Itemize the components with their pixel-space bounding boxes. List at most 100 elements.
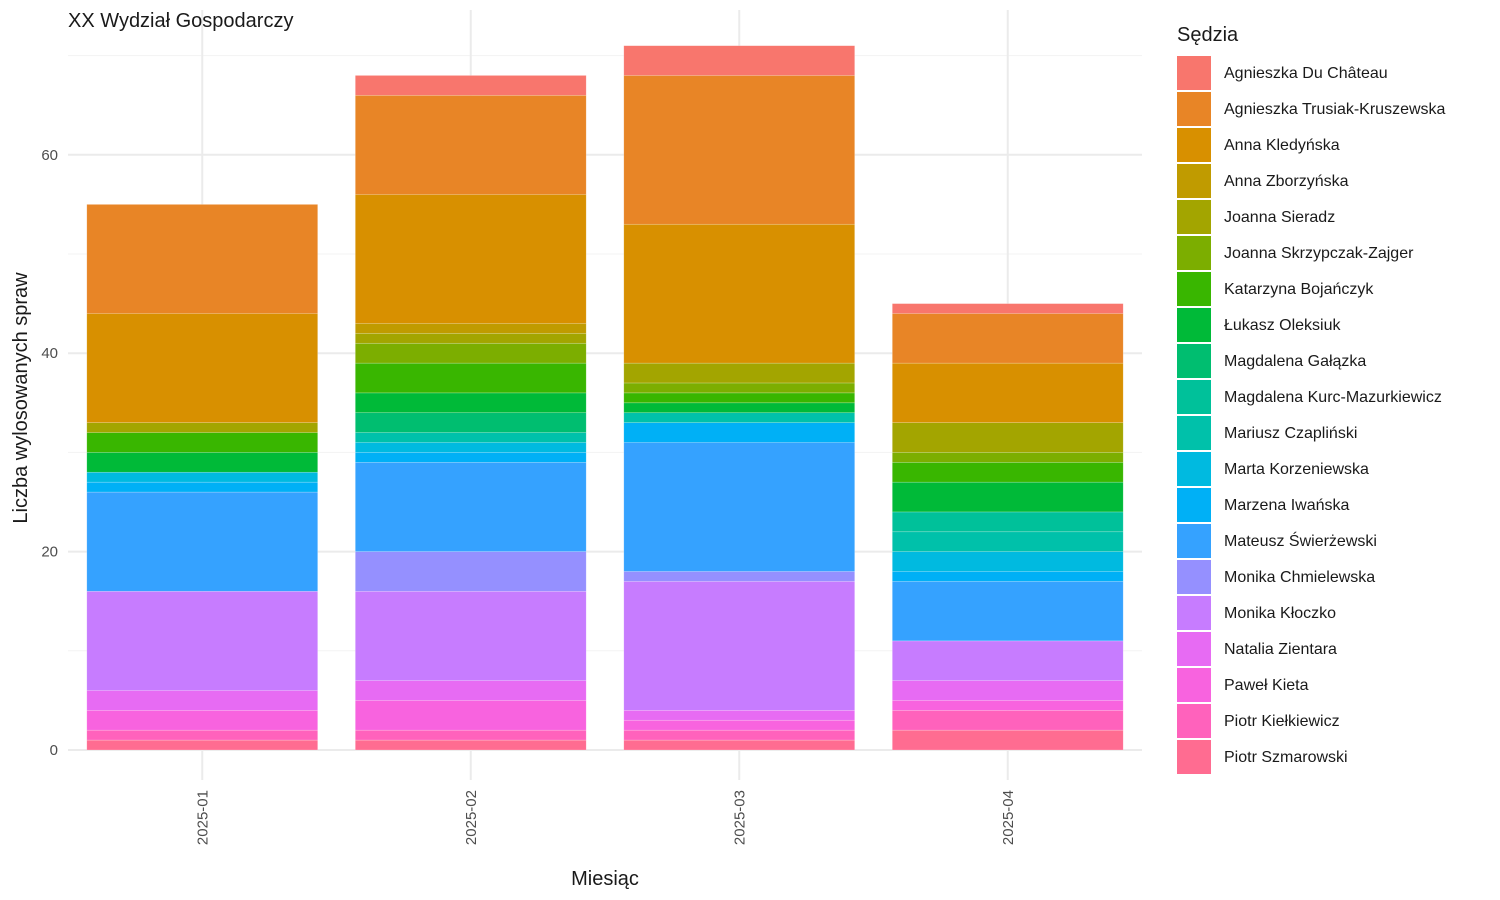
legend-label: Agnieszka Du Château xyxy=(1224,65,1388,82)
bar-segment xyxy=(354,442,587,453)
bar-segment xyxy=(891,551,1124,572)
bars xyxy=(86,45,1124,751)
bar-segment xyxy=(891,303,1124,314)
bar-segment xyxy=(86,204,319,314)
bar-segment xyxy=(891,481,1124,513)
legend-swatch xyxy=(1177,668,1211,702)
legend-label: Joanna Sieradz xyxy=(1224,209,1335,226)
bar-segment xyxy=(354,194,587,324)
bar-segment xyxy=(86,452,319,473)
bar-segment xyxy=(891,511,1124,533)
x-axis-ticks: 2025-01 2025-02 2025-03 2025-04 xyxy=(194,790,1017,845)
bar-segment xyxy=(891,700,1124,711)
bar-segment xyxy=(354,452,587,463)
bar-segment xyxy=(891,581,1124,642)
legend-label: Natalia Zientara xyxy=(1224,641,1337,658)
legend-label: Agnieszka Trusiak-Kruszewska xyxy=(1224,101,1446,118)
y-axis-title: Liczba wylosowanych spraw xyxy=(10,272,32,524)
legend-swatch xyxy=(1177,452,1211,486)
legend: Agnieszka Du Château Agnieszka Trusiak-Kr… xyxy=(1177,56,1446,774)
bar-segment xyxy=(354,333,587,344)
bar-segment xyxy=(623,223,856,364)
y-tick-label: 60 xyxy=(41,147,58,164)
legend-swatch xyxy=(1177,344,1211,378)
bar-segment xyxy=(891,462,1124,483)
legend-label: Anna Kledyńska xyxy=(1224,137,1340,154)
bar-segment xyxy=(354,590,587,681)
legend-swatch xyxy=(1177,200,1211,234)
bar-segment xyxy=(354,75,587,96)
bar-segment xyxy=(891,422,1124,453)
bar-segment xyxy=(623,729,856,741)
bar-segment xyxy=(623,412,856,423)
legend-swatch xyxy=(1177,524,1211,558)
legend-label: Magdalena Kurc-Mazurkiewicz xyxy=(1224,389,1442,406)
legend-label: Piotr Szmarowski xyxy=(1224,749,1348,766)
y-axis-ticks: 0 20 40 60 xyxy=(41,147,58,759)
bar-segment xyxy=(354,462,587,552)
legend-swatch xyxy=(1177,740,1211,774)
y-tick-label: 40 xyxy=(41,345,58,362)
legend-swatch xyxy=(1177,416,1211,450)
legend-label: Joanna Skrzypczak-Zajger xyxy=(1224,245,1414,262)
bar-segment xyxy=(354,432,587,443)
bar-segment xyxy=(86,432,319,453)
x-tick-label: 2025-02 xyxy=(463,790,480,845)
bar-segment xyxy=(623,739,856,751)
legend-label: Marta Korzeniewska xyxy=(1224,461,1369,478)
bar-segment xyxy=(86,481,319,493)
bar-segment xyxy=(354,323,587,334)
bar-segment xyxy=(86,710,319,731)
legend-label: Katarzyna Bojańczyk xyxy=(1224,281,1374,298)
bar-segment xyxy=(86,590,319,691)
legend-label: Marzena Iwańska xyxy=(1224,497,1349,514)
legend-label: Magdalena Gałązka xyxy=(1224,353,1366,370)
bar-segment xyxy=(623,581,856,711)
legend-swatch xyxy=(1177,164,1211,198)
legend-swatch xyxy=(1177,128,1211,162)
bar-segment xyxy=(623,392,856,404)
bar-segment xyxy=(86,729,319,741)
x-tick-label: 2025-03 xyxy=(731,790,748,845)
bar-segment xyxy=(891,313,1124,364)
legend-label: Paweł Kieta xyxy=(1224,677,1309,694)
legend-swatch xyxy=(1177,272,1211,306)
legend-label: Łukasz Oleksiuk xyxy=(1224,317,1341,334)
legend-swatch xyxy=(1177,704,1211,738)
legend-swatch xyxy=(1177,308,1211,342)
bar-segment xyxy=(86,690,319,711)
x-tick-label: 2025-04 xyxy=(1000,790,1017,845)
bar-segment xyxy=(891,531,1124,552)
bar-segment xyxy=(623,382,856,394)
bar-segment xyxy=(623,422,856,443)
bar-segment xyxy=(891,571,1124,582)
bar-segment xyxy=(623,362,856,384)
bar-segment xyxy=(354,392,587,414)
bar-segment xyxy=(354,729,587,741)
bar-segment xyxy=(354,94,587,195)
bar-segment xyxy=(86,313,319,423)
bar-segment xyxy=(86,491,319,592)
y-tick-label: 20 xyxy=(41,544,58,561)
legend-swatch xyxy=(1177,236,1211,270)
legend-swatch xyxy=(1177,488,1211,522)
bar-segment xyxy=(623,75,856,225)
bar-segment xyxy=(623,571,856,582)
legend-label: Monika Chmielewska xyxy=(1224,569,1375,586)
bar-segment xyxy=(891,710,1124,731)
x-tick-label: 2025-01 xyxy=(194,790,211,845)
bar-segment xyxy=(86,739,319,751)
legend-swatch xyxy=(1177,560,1211,594)
bar-segment xyxy=(354,680,587,701)
bar-segment xyxy=(86,471,319,483)
legend-swatch xyxy=(1177,380,1211,414)
bar-segment xyxy=(891,362,1124,423)
bar-segment xyxy=(623,710,856,721)
legend-swatch xyxy=(1177,632,1211,666)
bar-segment xyxy=(623,719,856,731)
x-axis-title: Miesiąc xyxy=(571,868,639,890)
bar-segment xyxy=(354,739,587,751)
legend-label: Piotr Kiełkiewicz xyxy=(1224,713,1340,730)
legend-label: Monika Kłoczko xyxy=(1224,605,1336,622)
